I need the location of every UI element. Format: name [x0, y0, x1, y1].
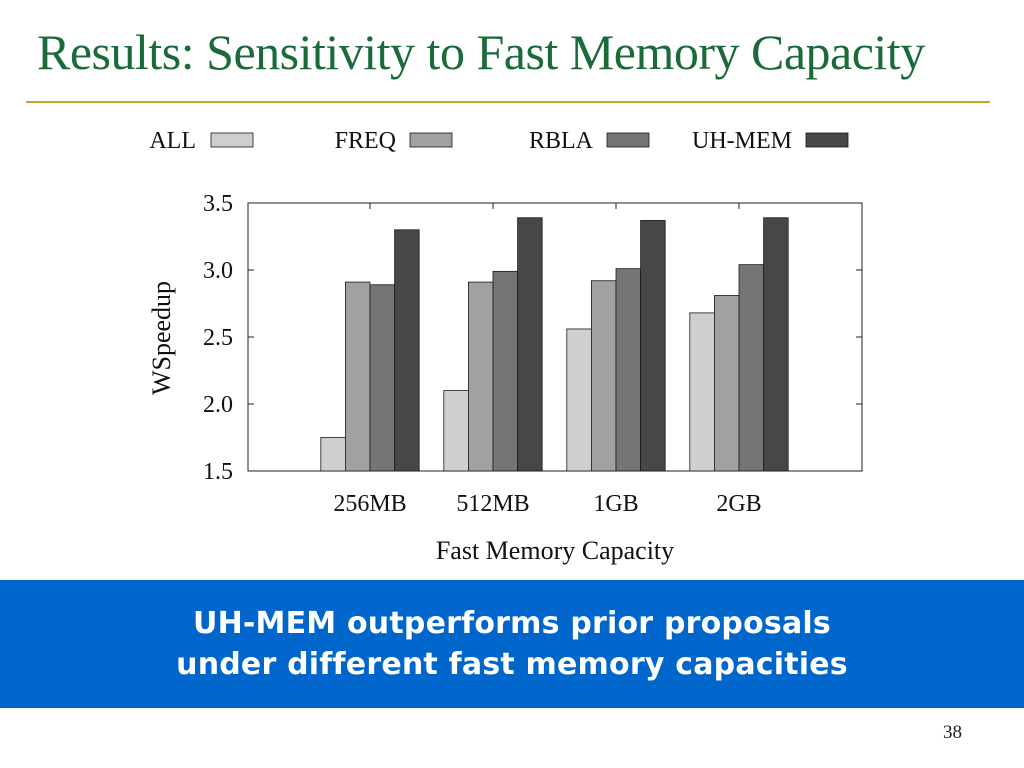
bar-freq-512mb: [467, 281, 494, 472]
y-tick-label: 1.5: [203, 459, 233, 485]
bar-rbla-256mb: [369, 284, 396, 472]
legend-swatch-rbla: [606, 132, 650, 148]
takeaway-banner: UH-MEM outperforms prior proposals under…: [0, 580, 1024, 708]
bar-freq-1gb: [591, 280, 617, 472]
y-axis-label: WSpeedup: [147, 281, 176, 395]
legend-label-uh-mem: UH-MEM: [692, 128, 792, 154]
plot-area: 1.5 2.0 2.5 3.0 3.5 256MB 512MB 1GB 2GB: [203, 191, 863, 517]
banner-line-1: UH-MEM outperforms prior proposals: [193, 606, 831, 641]
bar-all-2gb: [689, 312, 715, 472]
y-tick-label: 3.5: [203, 191, 233, 217]
x-tick-label: 2GB: [716, 491, 761, 517]
bar-freq-2gb: [714, 295, 740, 472]
bar-chart: ALL FREQ RBLA UH-MEM 1.5 2.0 2.5 3.0 3.5 256MB 51…: [147, 128, 863, 565]
x-axis-label: Fast Memory Capacity: [436, 536, 674, 565]
legend-swatch-freq: [409, 132, 453, 148]
banner-line-2: under different fast memory capacities: [176, 647, 848, 682]
bar-rbla-2gb: [738, 264, 765, 472]
title-divider: [26, 101, 990, 103]
chart-legend: ALL FREQ RBLA UH-MEM: [149, 128, 849, 154]
bar-rbla-1gb: [615, 268, 642, 472]
legend-swatch-uh-mem: [805, 132, 849, 148]
legend-label-rbla: RBLA: [529, 128, 594, 154]
bar-uh-mem-512mb: [517, 217, 543, 472]
y-tick-label: 3.0: [203, 258, 233, 284]
x-tick-label: 512MB: [456, 491, 529, 517]
bar-all-512mb: [443, 390, 469, 472]
legend-label-freq: FREQ: [335, 128, 396, 154]
bar-uh-mem-2gb: [763, 217, 789, 472]
bar-all-256mb: [320, 437, 346, 472]
bar-uh-mem-1gb: [640, 220, 666, 472]
bar-uh-mem-256mb: [394, 229, 420, 472]
legend-label-all: ALL: [149, 128, 196, 154]
bar-all-1gb: [566, 328, 592, 472]
x-tick-label: 1GB: [593, 491, 638, 517]
bar-freq-256mb: [344, 281, 371, 472]
page-number: 38: [943, 722, 962, 743]
legend-swatch-all: [210, 132, 254, 148]
y-tick-label: 2.5: [203, 325, 233, 351]
y-tick-label: 2.0: [203, 392, 233, 418]
slide-title: Results: Sensitivity to Fast Memory Capa…: [37, 24, 925, 80]
bar-rbla-512mb: [492, 270, 519, 472]
x-tick-label: 256MB: [333, 491, 406, 517]
